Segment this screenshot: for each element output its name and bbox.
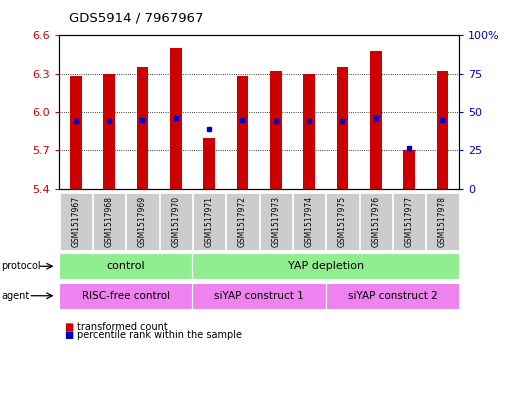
Text: control: control [106, 261, 145, 271]
Bar [270, 71, 282, 189]
Bar [437, 71, 448, 189]
Text: ■: ■ [64, 330, 73, 340]
Bar [70, 76, 82, 189]
Text: GSM1517975: GSM1517975 [338, 195, 347, 247]
Bar [136, 67, 148, 189]
Text: GSM1517971: GSM1517971 [205, 196, 213, 246]
Text: transformed count: transformed count [77, 322, 168, 332]
Bar [303, 73, 315, 189]
Text: GSM1517977: GSM1517977 [405, 195, 413, 247]
Text: agent: agent [1, 291, 29, 301]
Text: GSM1517976: GSM1517976 [371, 195, 380, 247]
Text: GSM1517973: GSM1517973 [271, 195, 280, 247]
Text: GSM1517978: GSM1517978 [438, 196, 447, 246]
Text: percentile rank within the sample: percentile rank within the sample [77, 330, 242, 340]
Text: GSM1517972: GSM1517972 [238, 196, 247, 246]
Text: RISC-free control: RISC-free control [82, 291, 170, 301]
Bar [203, 138, 215, 189]
Text: ■: ■ [64, 322, 73, 332]
Text: siYAP construct 1: siYAP construct 1 [214, 291, 304, 301]
Bar [103, 73, 115, 189]
Bar [370, 51, 382, 189]
Text: siYAP construct 2: siYAP construct 2 [348, 291, 437, 301]
Bar [170, 48, 182, 189]
Text: protocol: protocol [1, 261, 41, 271]
Bar [337, 67, 348, 189]
Bar [403, 150, 415, 189]
Text: GDS5914 / 7967967: GDS5914 / 7967967 [69, 12, 204, 25]
Text: GSM1517970: GSM1517970 [171, 195, 180, 247]
Text: GSM1517968: GSM1517968 [105, 196, 113, 246]
Bar [236, 76, 248, 189]
Text: GSM1517974: GSM1517974 [305, 195, 313, 247]
Text: GSM1517967: GSM1517967 [71, 195, 80, 247]
Text: YAP depletion: YAP depletion [288, 261, 364, 271]
Text: GSM1517969: GSM1517969 [138, 195, 147, 247]
